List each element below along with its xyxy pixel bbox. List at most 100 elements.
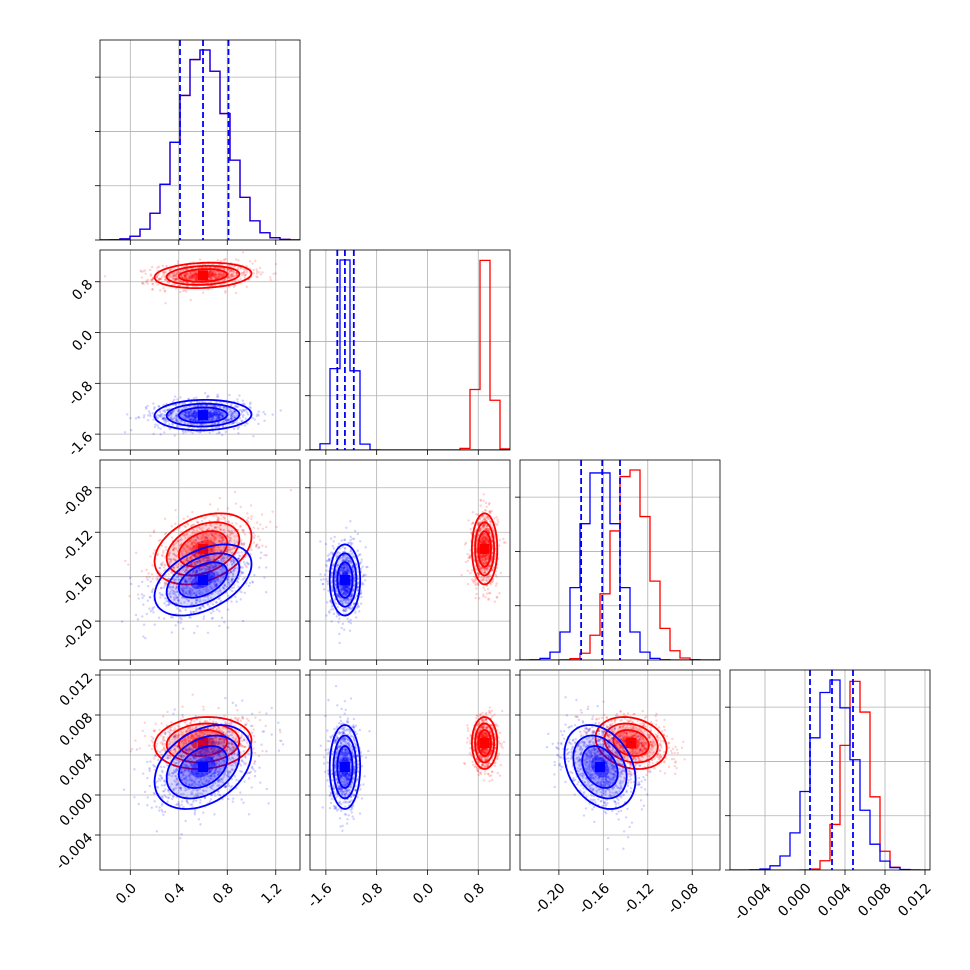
scatter-point — [189, 574, 192, 578]
scatter-point — [213, 580, 217, 583]
scatter-point — [217, 556, 220, 560]
scatter-point — [468, 555, 471, 558]
scatter-point — [323, 573, 327, 577]
scatter-point — [486, 587, 490, 591]
scatter-point — [239, 555, 242, 558]
scatter-point — [224, 550, 228, 554]
scatter-point — [231, 560, 235, 563]
scatter-point — [188, 615, 191, 619]
scatter-point — [225, 408, 228, 411]
scatter-point — [195, 568, 198, 571]
scatter-point — [195, 278, 198, 281]
scatter-point — [190, 575, 194, 578]
scatter-point — [263, 553, 266, 557]
scatter-point — [186, 565, 189, 568]
scatter-point — [214, 532, 217, 536]
scatter-point — [170, 570, 174, 574]
scatter-point — [198, 589, 201, 593]
scatter-point — [224, 571, 227, 574]
scatter-point — [215, 513, 218, 517]
scatter-point — [215, 401, 218, 404]
scatter-point — [191, 572, 194, 576]
scatter-point — [263, 413, 267, 416]
scatter-point — [222, 557, 225, 560]
scatter-point — [179, 621, 182, 624]
scatter-point — [220, 274, 223, 277]
scatter-point — [194, 570, 198, 573]
scatter-point — [217, 413, 221, 416]
scatter-point — [256, 543, 259, 546]
scatter-point — [226, 578, 229, 582]
scatter-point — [170, 415, 173, 419]
scatter-point — [189, 578, 193, 581]
scatter-point — [220, 411, 223, 414]
scatter-point — [185, 566, 188, 569]
scatter-point — [183, 414, 186, 417]
scatter-point — [194, 560, 197, 564]
scatter-point — [169, 595, 172, 598]
scatter-point — [205, 532, 209, 535]
scatter-point — [136, 618, 140, 621]
scatter-point — [183, 524, 187, 528]
scatter-point — [159, 596, 162, 599]
scatter-point — [332, 607, 335, 611]
scatter-point — [230, 414, 233, 418]
scatter-point — [176, 607, 179, 610]
scatter-point — [183, 580, 187, 583]
scatter-point — [167, 603, 170, 606]
scatter-point — [201, 419, 204, 422]
scatter-point — [245, 285, 248, 289]
scatter-point — [206, 590, 209, 594]
scatter-point — [241, 578, 245, 581]
scatter-point — [197, 592, 201, 595]
scatter-point — [230, 547, 233, 550]
scatter-point — [471, 510, 475, 514]
scatter-point — [219, 259, 223, 263]
scatter-point — [214, 553, 217, 557]
scatter-point — [179, 530, 182, 534]
scatter-point — [166, 420, 170, 423]
scatter-point — [207, 589, 211, 592]
scatter-point — [195, 593, 198, 597]
scatter-point — [176, 598, 180, 602]
scatter-point — [201, 604, 204, 608]
scatter-point — [208, 534, 211, 538]
scatter-point — [221, 414, 224, 418]
scatter-point — [251, 416, 254, 420]
scatter-point — [227, 594, 230, 597]
scatter-point — [188, 275, 192, 279]
scatter-point — [186, 416, 190, 419]
scatter-point — [230, 563, 234, 566]
scatter-point — [195, 570, 198, 574]
scatter-point — [216, 415, 220, 419]
scatter-point — [222, 273, 225, 276]
scatter-point — [150, 590, 154, 594]
scatter-point — [192, 277, 196, 281]
scatter-point — [204, 535, 207, 539]
scatter-point — [170, 525, 173, 528]
scatter-point — [198, 607, 202, 610]
scatter-point — [257, 410, 261, 413]
scatter-point — [179, 290, 182, 294]
scatter-point — [160, 562, 163, 565]
scatter-point — [199, 423, 203, 426]
scatter-point — [216, 518, 219, 522]
scatter-point — [219, 549, 223, 552]
scatter-point — [221, 567, 224, 571]
scatter-point — [251, 262, 254, 265]
scatter-point — [217, 526, 221, 529]
scatter-point — [208, 555, 211, 558]
scatter-point — [198, 592, 202, 595]
scatter-point — [227, 270, 231, 273]
scatter-point — [475, 592, 478, 596]
scatter-point — [236, 400, 239, 404]
scatter-point — [238, 574, 241, 577]
scatter-point — [184, 525, 187, 529]
scatter-point — [230, 567, 233, 571]
scatter-point — [179, 609, 182, 613]
scatter-point — [200, 423, 204, 426]
scatter-point — [217, 518, 220, 521]
scatter-point — [138, 416, 141, 419]
scatter-point — [189, 594, 192, 597]
scatter-point — [227, 577, 230, 580]
